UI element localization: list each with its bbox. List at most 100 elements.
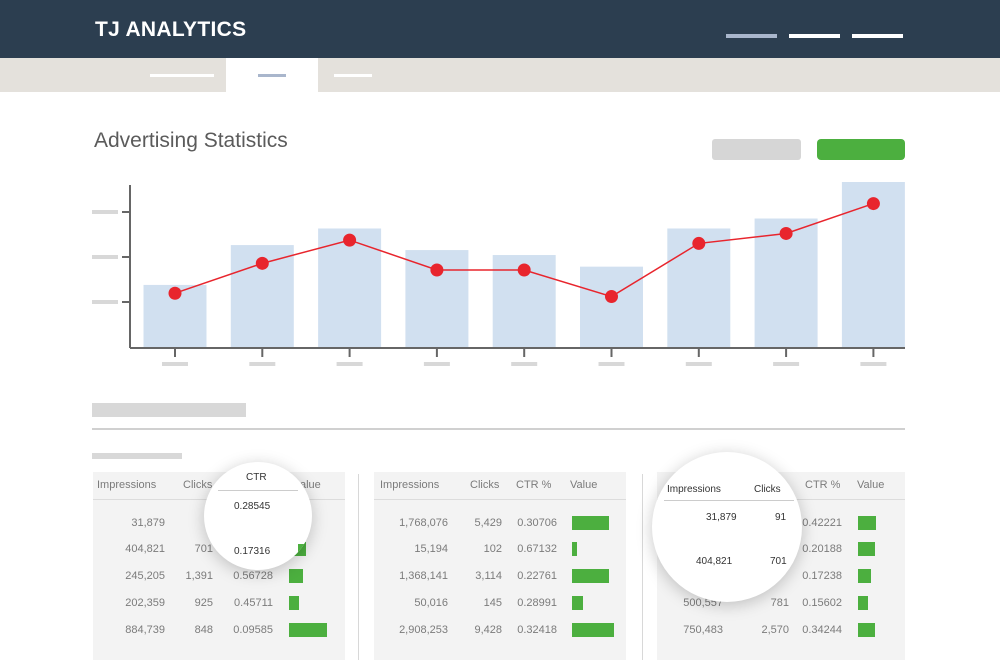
value-bar: [572, 623, 614, 637]
cell-ctr: 0.17238: [802, 570, 842, 582]
chart-point-1: [168, 286, 182, 300]
chart-point-3: [343, 233, 357, 247]
magnifier-value-bar-edge: [298, 544, 312, 557]
value-bar: [289, 569, 303, 583]
header-clicks: Clicks: [470, 479, 500, 491]
chart-x-tick-label-4: [423, 362, 450, 366]
secondary-button[interactable]: [712, 139, 801, 160]
chart-bar-6: [580, 266, 643, 348]
magnifier-ctr-header: CTR: [246, 472, 267, 483]
chart-point-7: [692, 236, 706, 250]
primary-button[interactable]: [817, 139, 905, 160]
table-row: 15,194 102 0.67132: [374, 472, 626, 660]
subheading-placeholder: [92, 453, 182, 459]
value-bar: [858, 623, 875, 637]
value-bar: [572, 596, 583, 610]
stats-table-2: Impressions Clicks CTR % Value 1,768,076…: [374, 472, 626, 660]
panel-divider-1: [358, 474, 359, 660]
cell-impressions: 1,768,076: [399, 517, 448, 529]
chart-point-2: [255, 256, 269, 270]
value-bar: [289, 623, 327, 637]
cell-impressions: 2,908,253: [399, 624, 448, 636]
cell-impressions: 404,821: [125, 543, 165, 555]
cell-ctr: 0.32418: [517, 624, 557, 636]
chart-y-tick-label-2: [92, 255, 118, 259]
tab-bar: [0, 58, 1000, 92]
cell-clicks: 1,391: [185, 570, 213, 582]
cell-ctr: 0.67132: [517, 543, 557, 555]
cell-clicks: 925: [194, 597, 213, 609]
cell-ctr: 0.28991: [517, 597, 557, 609]
cell-clicks: 701: [194, 543, 213, 555]
chart-x-tick-label-2: [249, 362, 276, 366]
chart-point-5: [517, 263, 531, 277]
table-row: 245,205 1,391 0.56728: [93, 472, 345, 660]
cell-impressions: 31,879: [131, 517, 165, 529]
chart-x-tick-label-3: [336, 362, 363, 366]
cell-impressions: 202,359: [125, 597, 165, 609]
magnifier-ctr: CTR 0.28545 0.17316: [204, 462, 312, 570]
header-impressions: Impressions: [97, 479, 157, 491]
chart-x-tick-label-6: [598, 362, 625, 366]
table-row: 0.42221: [657, 472, 905, 660]
tab-3[interactable]: [318, 58, 388, 92]
cell-impressions: 245,205: [125, 570, 165, 582]
header-value: Value: [570, 479, 598, 491]
value-bar: [572, 542, 577, 556]
cell-ctr: 0.09585: [233, 624, 273, 636]
cell-impressions: 1,368,141: [399, 570, 448, 582]
tab-2-placeholder: [258, 74, 286, 77]
chart-point-6: [605, 290, 618, 304]
cell-clicks: 5,429: [474, 517, 502, 529]
chart-bar-3: [318, 228, 382, 348]
magnifier-ctr-value-2: 0.17316: [234, 546, 271, 557]
value-bar: [858, 516, 876, 530]
chart-x-tick-label-7: [685, 362, 712, 366]
cell-clicks: 3,114: [475, 570, 502, 582]
cell-clicks: 9,428: [474, 624, 502, 636]
magnifier-header-clicks: Clicks: [754, 484, 781, 495]
table-row: 202,359 925 0.45711: [93, 472, 345, 660]
nav-link-2[interactable]: [789, 34, 840, 38]
table-row: 31,879: [93, 472, 345, 660]
magnifier-impressions-1: 31,879: [706, 512, 737, 523]
cell-clicks: 102: [483, 543, 502, 555]
header-impressions: Impressions: [380, 479, 440, 491]
value-bar: [858, 596, 868, 610]
page-title: Advertising Statistics: [94, 129, 288, 152]
value-bar: [572, 569, 609, 583]
table-row: 0.17238: [657, 472, 905, 660]
value-bar: [858, 569, 871, 583]
cell-ctr: 0.22761: [517, 570, 557, 582]
magnifier-header-impressions: Impressions: [667, 484, 721, 495]
cell-impressions: 884,739: [125, 624, 165, 636]
cell-clicks: 2,570: [761, 624, 789, 636]
cell-ctr: 0.15602: [802, 597, 842, 609]
magnifier-clicks-1: 91: [775, 512, 787, 523]
table-row: 2,908,253 9,428 0.32418: [374, 472, 626, 660]
section-divider: [92, 428, 905, 430]
tab-3-placeholder: [334, 74, 372, 77]
magnifier-ctr-underline: [218, 490, 298, 491]
header-clicks: Clicks: [183, 479, 213, 491]
nav-link-1[interactable]: [726, 34, 777, 38]
cell-clicks: 145: [483, 597, 502, 609]
header-ctr: CTR %: [516, 479, 552, 491]
cell-impressions: 15,194: [414, 543, 448, 555]
nav-link-3[interactable]: [852, 34, 903, 38]
chart-x-tick-label-8: [773, 362, 800, 366]
chart-y-tick-label-3: [92, 300, 118, 304]
value-bar: [289, 596, 299, 610]
table-row: 884,739 848 0.09585: [93, 472, 345, 660]
chart-point-9: [866, 197, 880, 211]
tab-1[interactable]: [138, 58, 226, 92]
cell-ctr: 0.45711: [234, 597, 273, 609]
header-ctr: CTR %: [805, 479, 841, 491]
cell-ctr: 0.30706: [517, 517, 557, 529]
magnifier-ctr-value-1: 0.28545: [234, 501, 271, 512]
chart-x-tick-label-1: [162, 362, 188, 366]
brand-logo: TJ ANALYTICS: [95, 18, 247, 41]
tab-2-active[interactable]: [226, 58, 318, 92]
chart-point-8: [779, 226, 793, 240]
magnifier-underline: [664, 500, 794, 501]
